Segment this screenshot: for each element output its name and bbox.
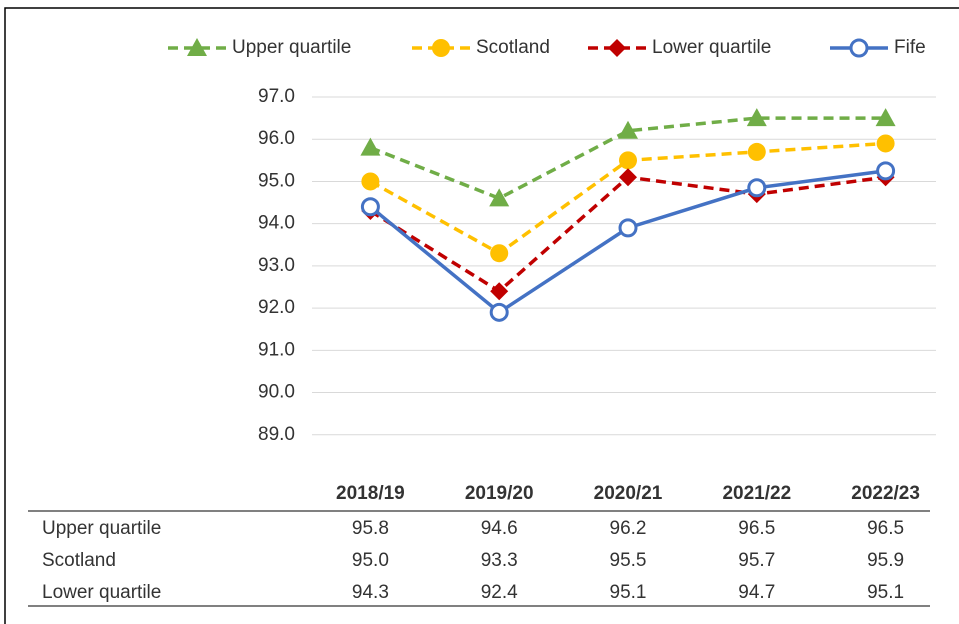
x-tick-label: 2022/23: [851, 483, 920, 504]
x-tick-label: 2019/20: [465, 483, 534, 504]
table-cell: 95.8: [352, 518, 389, 539]
table-row-label: Upper quartile: [42, 518, 161, 539]
y-tick-label: 97.0: [258, 86, 295, 107]
table-cell: 96.5: [738, 518, 775, 539]
marker: [489, 188, 510, 207]
x-tick-label: 2021/22: [722, 483, 791, 504]
y-tick-label: 90.0: [258, 382, 295, 403]
y-tick-label: 92.0: [258, 297, 295, 318]
legend-label: Scotland: [476, 37, 550, 58]
table-cell: 93.3: [481, 550, 518, 571]
x-tick-label: 2018/19: [336, 483, 405, 504]
marker: [361, 172, 380, 191]
marker: [746, 108, 767, 127]
table-cell: 96.5: [867, 518, 904, 539]
marker: [490, 244, 509, 263]
marker: [876, 161, 896, 181]
y-tick-label: 95.0: [258, 170, 295, 191]
legend-label: Lower quartile: [652, 37, 771, 58]
frame: [4, 7, 959, 624]
table-cell: 95.1: [867, 582, 904, 603]
table-cell: 95.1: [610, 582, 647, 603]
marker: [875, 108, 896, 127]
legend-label: Fife: [894, 37, 926, 58]
table-cell: 94.3: [352, 582, 389, 603]
marker: [489, 302, 509, 322]
marker: [619, 151, 637, 170]
table-cell: 95.9: [867, 550, 904, 571]
y-tick-label: 89.0: [258, 424, 295, 445]
y-tick-label: 94.0: [258, 213, 295, 234]
table-row-label: Lower quartile: [42, 582, 161, 603]
table-cell: 92.4: [481, 582, 518, 603]
y-tick-label: 93.0: [258, 255, 295, 276]
marker: [747, 178, 767, 198]
marker: [849, 38, 869, 58]
marker: [619, 168, 637, 187]
marker: [187, 38, 207, 56]
marker: [490, 282, 509, 301]
legend-label: Upper quartile: [232, 37, 351, 58]
table-cell: 95.7: [738, 550, 775, 571]
marker: [876, 134, 895, 153]
marker: [618, 218, 638, 238]
marker: [360, 197, 380, 217]
marker: [618, 120, 638, 139]
table-cell: 94.6: [481, 518, 518, 539]
marker: [432, 39, 450, 57]
series-line: [369, 169, 886, 315]
y-tick-label: 91.0: [258, 339, 295, 360]
series-line: [369, 116, 886, 201]
marker: [608, 39, 626, 57]
marker: [747, 142, 766, 161]
y-tick-label: 96.0: [258, 128, 295, 149]
table-cell: 94.7: [738, 582, 775, 603]
table-row-label: Scotland: [42, 550, 116, 571]
table-cell: 96.2: [610, 518, 647, 539]
table-cell: 95.5: [610, 550, 647, 571]
x-tick-label: 2020/21: [594, 483, 663, 504]
marker: [360, 137, 381, 156]
table-cell: 95.0: [352, 550, 389, 571]
